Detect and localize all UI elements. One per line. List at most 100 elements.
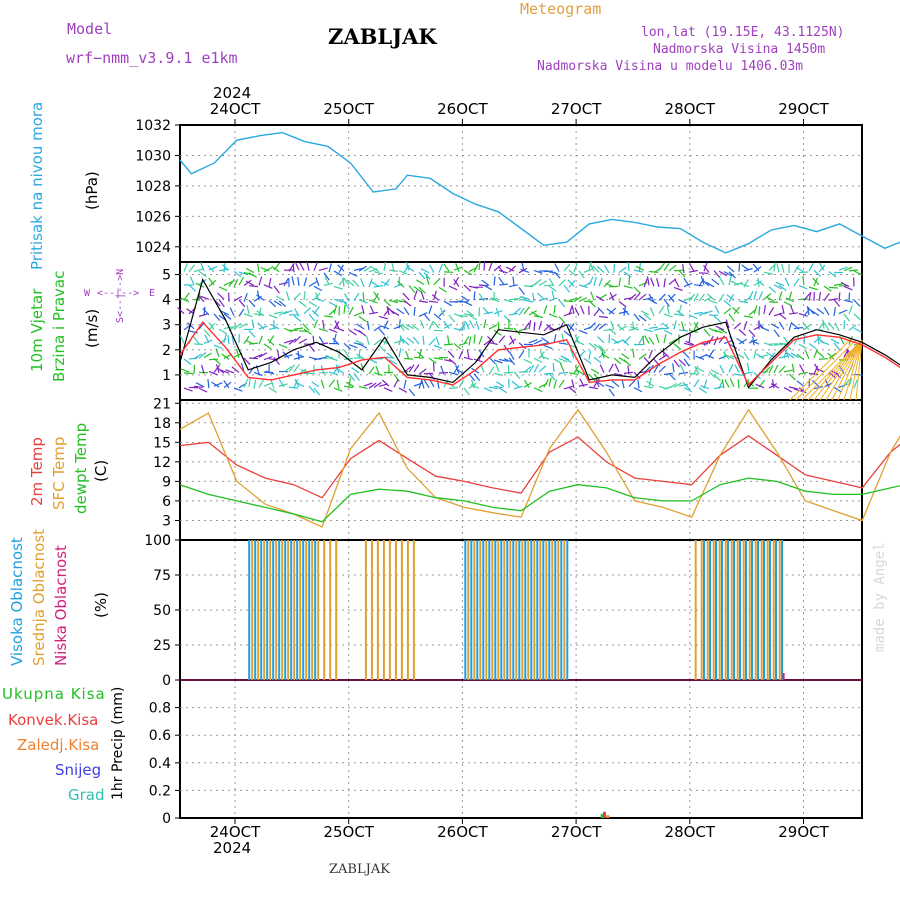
wind-barb	[776, 263, 780, 273]
wind-barb	[571, 379, 575, 389]
wind-barb	[683, 342, 693, 346]
wind-barb	[708, 371, 716, 379]
wind-barb	[811, 379, 820, 387]
cloud-tick-label: 0	[162, 673, 171, 689]
wind-barb	[543, 344, 553, 350]
cloud_high-bar	[494, 540, 497, 680]
wind-barb	[360, 363, 365, 373]
wind-barb	[260, 266, 270, 272]
wind-barb	[753, 305, 758, 315]
cloud_mid-bar	[694, 540, 697, 680]
wind-barb	[348, 344, 358, 349]
wind-barb	[818, 264, 826, 273]
wind-barb	[393, 378, 399, 388]
wind-barb	[248, 272, 258, 278]
wind-barb	[778, 313, 787, 320]
wind-barb	[828, 371, 837, 379]
wind-barb	[463, 284, 472, 292]
wind-barb	[618, 266, 627, 273]
precip_conv-bar	[603, 811, 606, 818]
wind-barb	[793, 336, 800, 345]
wind-barb	[588, 373, 596, 382]
wind-barb	[552, 362, 555, 372]
wind-barb	[613, 357, 622, 365]
wind-barb	[218, 268, 229, 272]
wind-barb	[283, 309, 293, 315]
wind-barb	[308, 281, 318, 287]
wind-barb	[353, 292, 360, 301]
wind-barb	[518, 307, 525, 316]
wind-barb	[568, 297, 578, 302]
wind-barb	[432, 320, 440, 329]
wind-barb	[488, 262, 493, 271]
wind-barb	[297, 276, 300, 286]
cloud_mid-bar	[497, 540, 500, 680]
precip-snow-label: Snijeg	[55, 761, 102, 779]
wind-barb	[256, 310, 265, 317]
wind-barb	[243, 313, 253, 318]
wind-barb	[257, 322, 265, 330]
elevation-text: Nadmorska Visina 1450m	[653, 42, 826, 57]
cloud_mid-bar	[515, 540, 518, 680]
wind-barb	[573, 263, 578, 273]
wind-barb	[270, 323, 280, 330]
wind-barb	[823, 293, 830, 302]
wind-barb	[328, 263, 332, 273]
wind-barb	[202, 307, 210, 316]
wind-barb	[663, 372, 673, 376]
wind-barb	[740, 283, 750, 288]
wind-barb	[853, 313, 862, 321]
wind-barb	[338, 277, 346, 286]
wind-barb	[433, 313, 442, 321]
wind-barb	[193, 296, 203, 301]
wind-barb	[508, 312, 518, 316]
wind-barb	[598, 315, 608, 319]
wind-barb	[358, 330, 367, 337]
wind-barb	[497, 265, 505, 274]
wind-barb	[543, 284, 553, 287]
wind-barb	[186, 322, 195, 330]
wind-barb	[543, 305, 548, 315]
wind-barb	[848, 377, 853, 387]
wind-barb	[592, 265, 600, 273]
wind-barb	[455, 263, 460, 272]
wind-barb	[417, 351, 425, 359]
wind-barb	[598, 323, 607, 330]
wind-barb	[337, 264, 345, 272]
wind-barb	[540, 355, 550, 360]
wind-barb	[458, 379, 465, 388]
wind-barb	[368, 299, 378, 304]
wind-barb	[391, 263, 395, 273]
wind-barb	[512, 276, 515, 286]
wind-barb	[753, 290, 757, 300]
wind-barb	[563, 300, 574, 303]
wind-barb	[845, 348, 850, 358]
wind-barb	[610, 338, 620, 344]
wind-barb	[628, 379, 636, 388]
wind-barb	[453, 313, 463, 318]
wind-barb	[633, 286, 641, 294]
wind-barb	[233, 295, 243, 302]
cloud-unit: (%)	[92, 592, 110, 618]
wind-barb	[818, 358, 829, 360]
compass-line: <--|-->	[97, 288, 140, 299]
wind-barb	[443, 320, 450, 329]
wind-barb	[198, 352, 207, 359]
wind-barb	[632, 321, 635, 331]
wind-barb	[478, 261, 481, 271]
wind-barb	[781, 304, 785, 315]
wind-barb	[793, 265, 800, 274]
wind-barb	[238, 308, 245, 317]
wind-barb	[571, 304, 575, 314]
wind-barb	[673, 382, 683, 388]
cloud_mid-bar	[736, 540, 739, 680]
cloud_mid-bar	[412, 540, 415, 680]
wind-barb	[713, 373, 721, 382]
wind-hatch	[813, 339, 863, 401]
wind-barb	[498, 387, 508, 394]
wind-barb	[599, 364, 605, 374]
cloud_high-bar	[464, 540, 467, 680]
wind-barb	[245, 280, 255, 287]
wind-barb	[498, 276, 505, 285]
wind-barb	[223, 326, 233, 330]
